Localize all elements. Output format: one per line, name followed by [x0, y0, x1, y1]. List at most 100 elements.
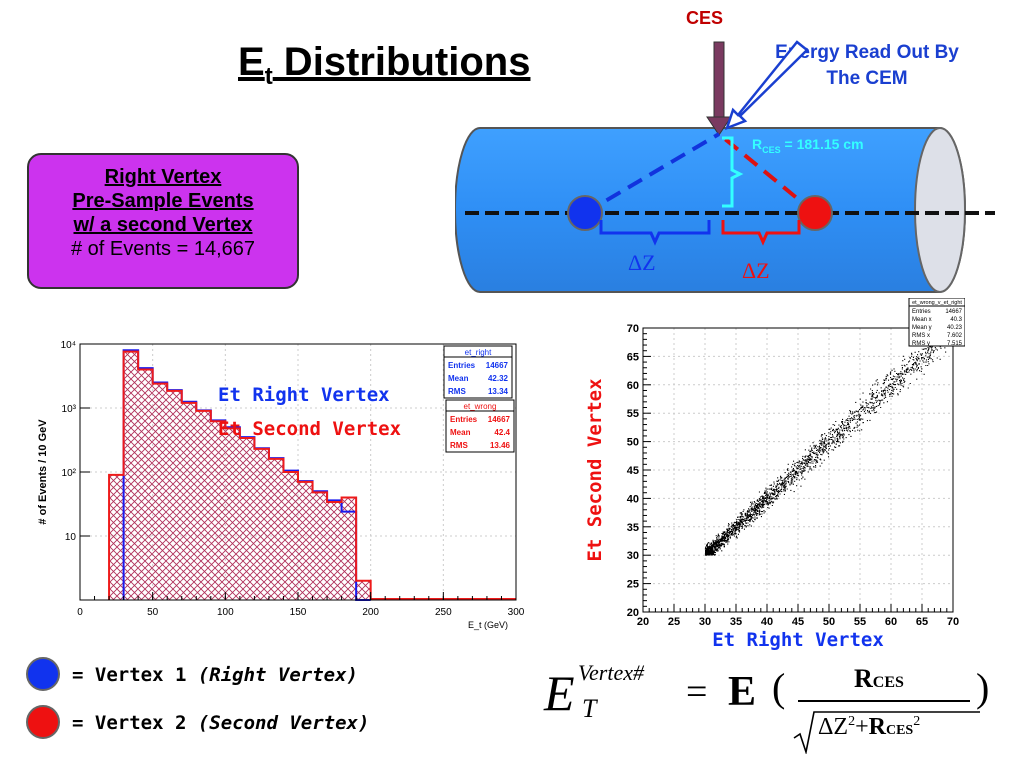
- hist-y-tick-label: 10: [65, 532, 77, 543]
- hist-bar-et-wrong: [268, 458, 284, 600]
- hist-stats-frame: [445, 399, 515, 453]
- hist-stats-key: RMS: [448, 387, 466, 396]
- scat-y-tick-label: 20: [627, 607, 639, 619]
- scat-y-tick-label: 35: [627, 522, 639, 534]
- hist-stats-key: RMS: [450, 441, 468, 450]
- hist-stats-value: 13.46: [490, 441, 511, 450]
- hist-x-axis-label: E_t (GeV): [468, 620, 508, 630]
- dz-blue-brace: [599, 220, 711, 246]
- scat-stats-key: RMS y: [912, 341, 930, 347]
- hist-bar-et-wrong: [239, 437, 255, 600]
- hist-bar-et-wrong: [196, 410, 211, 600]
- scat-x-tick-label: 30: [699, 616, 711, 628]
- hist-stats-value: 14667: [486, 361, 509, 370]
- scat-stats-title: et_wrong_v_et_right: [912, 300, 962, 306]
- ces-label: CES: [686, 8, 724, 28]
- scat-x-tick-label: 55: [854, 616, 866, 628]
- hist-label-second: Et Second Vertex: [218, 418, 402, 440]
- hist-stats-key: Entries: [448, 361, 476, 370]
- hist-y-tick-label: 10⁴: [61, 340, 76, 351]
- hist-bar-et-wrong: [254, 448, 269, 600]
- scatter-chart: 20 25 30 35 40 45 50 55 60 65 70 20 25 30 35 40 45 50 55 60…: [575, 298, 965, 652]
- scat-y-tick-label: 30: [627, 550, 639, 562]
- dz-red-label: ΔZ: [742, 258, 770, 283]
- scat-x-tick-label: 20: [637, 616, 649, 628]
- dz-blue-label: ΔZ: [628, 250, 656, 275]
- hist-x-tick-label: 250: [435, 607, 452, 618]
- hist-bar-et-wrong: [181, 402, 197, 600]
- hist-x-tick-label: 200: [362, 607, 379, 618]
- hist-bar-et-wrong: [283, 472, 298, 600]
- scat-stats-key: Entries: [912, 309, 931, 315]
- hist-bar-et-wrong: [210, 421, 226, 600]
- energy-equation: E Vertex# T = E ( RCES ΔZ2+RCES2 ): [536, 660, 1006, 760]
- page-title: Et Distributions: [238, 40, 531, 90]
- hist-series-et-wrong: [108, 350, 372, 600]
- info-box: Right Vertex Pre-Sample Events w/ a seco…: [27, 153, 299, 289]
- scat-stats-value: 14667: [945, 309, 962, 315]
- hist-stats-title: et_wrong: [464, 402, 497, 411]
- scat-stats-key: Mean y: [912, 325, 932, 331]
- vertex2-dot: [797, 195, 833, 231]
- scat-x-tick-label: 65: [916, 616, 928, 628]
- detector-diagram: [455, 40, 995, 293]
- scat-y-tick-label: 45: [627, 465, 639, 477]
- scat-y-tick-label: 70: [627, 323, 639, 335]
- hist-bar-et-wrong: [341, 497, 357, 600]
- hist-stats-box-et_right: et_right Entries 14667 Mean 42.32 RMS 13.34: [443, 345, 513, 399]
- hist-y-tick-label: 10²: [62, 468, 77, 479]
- scat-stats-value: 40.23: [947, 325, 963, 331]
- sqrt-sign: [793, 711, 980, 754]
- hist-bar-et-wrong: [225, 428, 240, 600]
- hist-bar-et-wrong: [123, 351, 139, 600]
- scat-y-tick-label: 25: [627, 579, 639, 591]
- scat-y-tick-label: 40: [627, 493, 639, 505]
- dz-red-brace: [721, 220, 801, 246]
- hist-stats-box-et_wrong: et_wrong Entries 14667 Mean 42.4 RMS 13.46: [445, 399, 515, 453]
- red-dashed-line: [717, 132, 817, 215]
- legend-vertex1: = Vertex 1 (Right Vertex): [72, 664, 358, 686]
- hist-bar-et-wrong: [167, 390, 182, 600]
- hist-stats-key: Entries: [450, 415, 478, 424]
- hist-stats-key: Mean: [450, 428, 471, 437]
- scat-x-tick-label: 45: [792, 616, 804, 628]
- hist-x-tick-label: 50: [147, 607, 159, 618]
- scat-x-tick-label: 25: [668, 616, 680, 628]
- scat-x-axis-label: Et Right Vertex: [712, 629, 884, 651]
- hist-bar-et-wrong: [312, 492, 328, 600]
- rces-brace: [722, 136, 744, 208]
- hist-x-tick-label: 100: [217, 607, 234, 618]
- scat-y-tick-label: 50: [627, 437, 639, 449]
- hist-stats-value: 42.4: [494, 428, 510, 437]
- hist-bar-et-wrong: [356, 580, 371, 600]
- scat-y-axis-label: Et Second Vertex: [584, 378, 606, 561]
- hist-label-right: Et Right Vertex: [218, 384, 390, 406]
- hist-x-tick-label: 150: [290, 607, 307, 618]
- scat-stats-value: 7.515: [947, 341, 963, 347]
- hist-stats-value: 13.34: [488, 387, 509, 396]
- scatter-points: [705, 327, 948, 556]
- vertex1-legend-dot: [26, 657, 60, 691]
- cem-arrow: [724, 40, 809, 131]
- rces-label: RCES = 181.15 cm: [752, 136, 864, 155]
- cem-label: Energy Read Out By The CEM: [775, 42, 959, 89]
- hist-y-tick-label: 10³: [62, 404, 77, 415]
- scat-stats-value: 40.3: [950, 317, 962, 323]
- scat-x-tick-label: 40: [761, 616, 773, 628]
- legend-vertex2: = Vertex 2 (Second Vertex): [72, 712, 370, 734]
- hist-bar-et-wrong: [298, 481, 313, 600]
- hist-bar-et-wrong: [327, 501, 342, 600]
- hist-x-tick-label: 300: [508, 607, 525, 618]
- hist-stats-key: Mean: [448, 374, 469, 383]
- scat-stats-key: Mean x: [912, 317, 932, 323]
- vertex1-dot: [567, 195, 603, 231]
- histogram-chart: 0 50 100 150 200 250 300 10 10² 10³ 10⁴ E_t (GeV) # …: [26, 330, 532, 632]
- scat-stats-value: 7.602: [947, 333, 963, 339]
- hist-stats-title: et_right: [465, 348, 492, 357]
- scat-x-tick-label: 50: [823, 616, 835, 628]
- hist-x-tick-label: 0: [77, 607, 83, 618]
- hist-stats-value: 14667: [488, 415, 511, 424]
- scat-y-tick-label: 65: [627, 351, 639, 363]
- scat-y-tick-label: 55: [627, 408, 639, 420]
- hist-stats-value: 42.32: [488, 374, 509, 383]
